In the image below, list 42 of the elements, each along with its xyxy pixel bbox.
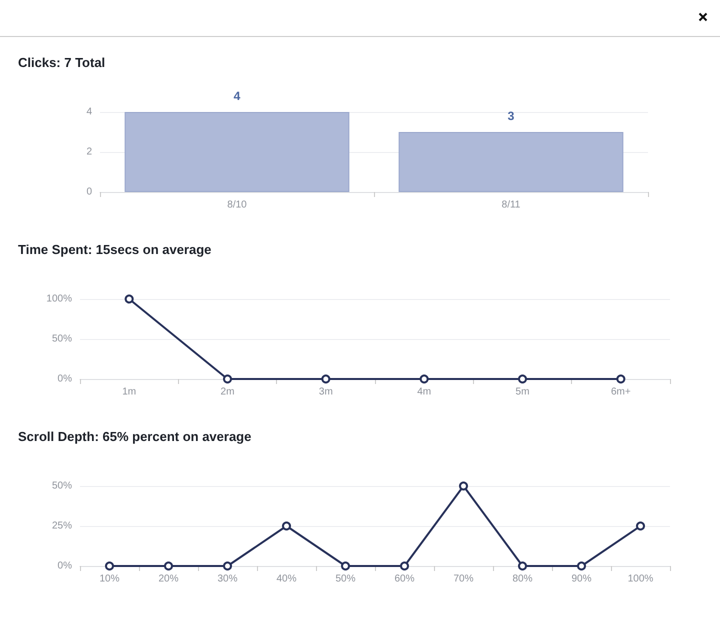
y-tick-label: 4: [86, 106, 92, 118]
x-tick-label: 20%: [158, 574, 179, 584]
x-tick-label: 6m+: [610, 386, 631, 398]
x-tick-label: 2m: [220, 386, 234, 398]
x-tick-label: 40%: [276, 574, 297, 584]
x-tick-label: 4m: [417, 386, 432, 398]
x-tick-label: 70%: [453, 574, 474, 584]
y-tick-label: 100%: [46, 294, 72, 304]
x-tick-label: 3m: [318, 386, 333, 398]
chart-title: Clicks: 7 Total: [18, 55, 106, 70]
x-tick-label: 1m: [122, 386, 136, 398]
point: [577, 562, 586, 570]
x-tick-label: 80%: [512, 574, 533, 584]
point: [518, 562, 527, 570]
point: [636, 522, 645, 530]
x-tick-label: 10%: [99, 574, 120, 584]
chart-title: Time Spent: 15secs on average: [18, 242, 212, 257]
point: [341, 562, 350, 570]
x-tick-label: 8/10: [227, 200, 248, 210]
x-tick-label: 90%: [571, 574, 592, 584]
y-tick-label: 25%: [52, 520, 72, 532]
point: [282, 522, 291, 530]
point: [459, 482, 468, 490]
y-tick-label: 2: [86, 146, 92, 158]
y-tick-label: 0%: [58, 374, 72, 384]
y-tick-label: 50%: [52, 334, 72, 344]
y-tick-label: 50%: [52, 480, 72, 492]
point: [400, 562, 409, 570]
x-tick-label: 8/11: [502, 200, 521, 210]
point: [105, 562, 114, 570]
y-tick-label: 0%: [58, 560, 72, 572]
chart-title: Scroll Depth: 65% percent on average: [18, 429, 252, 444]
data-label: 3: [508, 109, 515, 123]
point: [164, 562, 173, 570]
x-tick-label: 30%: [217, 574, 238, 584]
x-tick-label: 100%: [628, 574, 654, 584]
y-tick-label: 0: [86, 186, 92, 198]
x-tick-label: 60%: [394, 574, 415, 584]
data-label: 4: [234, 89, 241, 103]
point: [223, 562, 232, 570]
x-tick-label: 50%: [335, 574, 356, 584]
x-tick-label: 5m: [516, 386, 530, 398]
